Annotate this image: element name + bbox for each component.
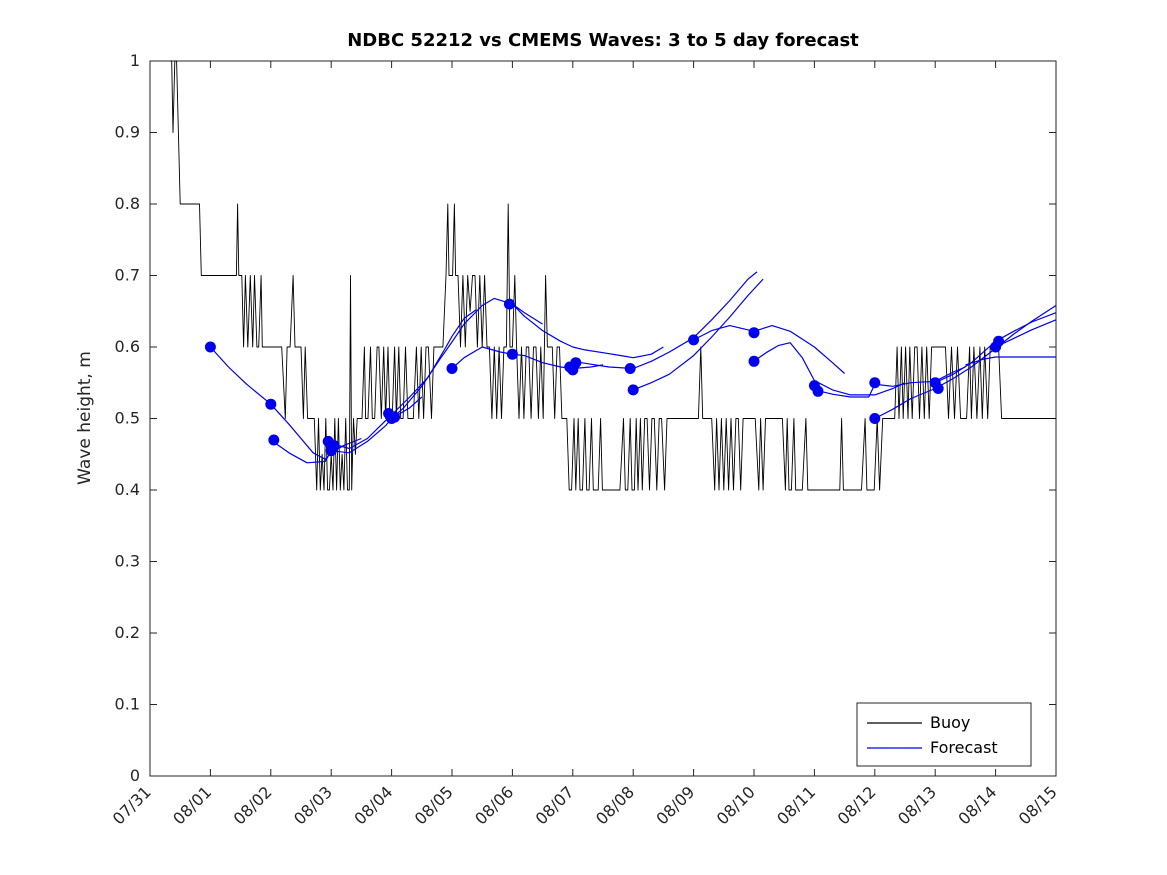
y-tick-label: 0.3	[115, 552, 140, 571]
forecast-marker	[869, 413, 881, 424]
forecast-marker	[688, 334, 700, 346]
series-line-forecast	[572, 271, 758, 370]
forecast-marker	[506, 348, 518, 360]
x-tick-label: 08/07	[532, 782, 578, 828]
y-tick-label: 0.7	[115, 266, 140, 285]
x-tick-label: 08/11	[773, 782, 819, 828]
series-line-forecast	[995, 319, 1057, 348]
series-line-forecast	[632, 278, 764, 391]
y-tick-label: 0.4	[115, 480, 140, 499]
y-tick-label: 0.2	[115, 623, 140, 642]
series-layer	[169, 60, 1057, 491]
series-line-forecast	[965, 356, 1056, 366]
x-tick-label: 08/09	[652, 782, 698, 828]
y-tick-label: 0.9	[115, 123, 140, 142]
y-tick-label: 0.8	[115, 194, 140, 213]
forecast-marker	[624, 363, 636, 374]
forecast-marker	[570, 357, 582, 369]
series-line-forecast	[511, 303, 664, 359]
chart-title: NDBC 52212 vs CMEMS Waves: 3 to 5 day fo…	[347, 30, 859, 51]
legend-label-forecast: Forecast	[930, 738, 998, 757]
x-tick-label: 08/04	[350, 782, 396, 828]
series-line-forecast	[693, 325, 845, 374]
x-tick-label: 08/08	[592, 782, 638, 828]
series-line-forecast	[391, 297, 543, 419]
axes-box	[149, 60, 1057, 777]
series-line-forecast	[451, 346, 604, 370]
forecast-marker	[503, 298, 515, 310]
y-tick-label: 0.5	[115, 409, 140, 428]
forecast-marker	[204, 341, 216, 353]
forecast-marker	[265, 398, 277, 410]
x-tick-label: 08/14	[954, 782, 1000, 828]
x-tick-label: 08/15	[1015, 782, 1061, 828]
forecast-marker	[869, 377, 881, 389]
x-tick-label: 08/01	[169, 782, 215, 828]
y-tick-label: 0.1	[115, 695, 140, 714]
forecast-marker	[812, 385, 824, 397]
forecast-marker	[446, 363, 458, 374]
series-line-forecast	[814, 366, 966, 398]
legend: Buoy Forecast	[856, 702, 1032, 767]
x-tick-label: 08/13	[894, 782, 940, 828]
forecast-marker	[993, 335, 1005, 347]
forecast-marker	[748, 327, 760, 339]
y-axis-label: Wave height, m	[75, 351, 95, 485]
legend-box	[856, 702, 1032, 767]
axes-layer	[149, 60, 1057, 777]
legend-label-buoy: Buoy	[930, 713, 970, 732]
forecast-marker	[932, 383, 944, 394]
x-tick-label: 07/31	[109, 782, 155, 828]
x-tick-label: 08/03	[290, 782, 336, 828]
series-line-forecast	[331, 309, 477, 450]
y-tick-label: 1	[130, 51, 140, 70]
series-line-forecast	[874, 304, 1057, 420]
forecast-marker	[748, 355, 760, 367]
x-tick-label: 08/02	[230, 782, 276, 828]
y-tick-label: 0.6	[115, 337, 140, 356]
series-line-buoy	[169, 60, 1056, 491]
x-tick-label: 08/05	[411, 782, 457, 828]
marker-layer	[204, 298, 1005, 457]
series-line-forecast	[753, 342, 906, 396]
y-tick-label: 0	[130, 766, 140, 785]
forecast-marker	[328, 440, 340, 452]
x-tick-label: 08/10	[713, 782, 759, 828]
forecast-marker	[389, 411, 401, 423]
x-tick-label: 08/06	[471, 782, 517, 828]
forecast-marker	[268, 434, 280, 446]
forecast-marker	[627, 384, 639, 396]
x-tick-label: 08/12	[834, 782, 880, 828]
